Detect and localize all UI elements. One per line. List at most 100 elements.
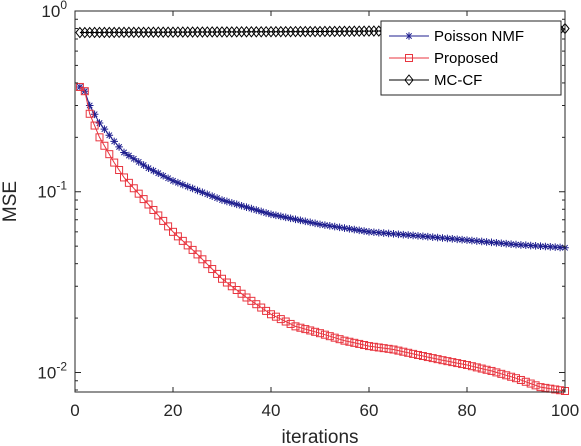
data-point bbox=[521, 377, 530, 386]
data-point bbox=[173, 232, 182, 241]
data-point bbox=[335, 223, 344, 232]
data-point bbox=[355, 339, 364, 348]
data-point bbox=[414, 232, 422, 240]
data-point bbox=[375, 228, 383, 237]
data-point bbox=[492, 368, 501, 377]
data-point bbox=[267, 310, 275, 319]
data-point bbox=[296, 216, 305, 225]
data-point bbox=[223, 197, 231, 206]
data-point bbox=[365, 342, 373, 351]
data-point bbox=[370, 228, 378, 237]
data-point bbox=[124, 178, 133, 187]
data-point bbox=[115, 166, 124, 175]
data-point bbox=[139, 195, 148, 204]
data-point bbox=[458, 235, 466, 244]
data-point bbox=[110, 137, 118, 146]
data-point bbox=[463, 361, 471, 370]
data-point bbox=[120, 148, 128, 157]
data-point bbox=[125, 151, 133, 160]
data-point bbox=[203, 260, 212, 269]
data-point bbox=[257, 207, 265, 216]
data-point bbox=[252, 206, 261, 214]
data-point bbox=[183, 241, 192, 250]
data-point bbox=[90, 121, 99, 130]
x-axis-label: iterations bbox=[281, 427, 358, 446]
data-point bbox=[477, 364, 486, 373]
data-point bbox=[477, 237, 486, 246]
legend-marker bbox=[404, 74, 414, 86]
legend-label: Poisson NMF bbox=[434, 28, 524, 45]
data-point bbox=[228, 199, 236, 207]
data-point bbox=[428, 354, 437, 363]
data-point bbox=[169, 227, 177, 236]
legend-label: Proposed bbox=[434, 50, 498, 67]
data-point bbox=[115, 143, 123, 151]
data-point bbox=[541, 383, 550, 392]
data-point bbox=[414, 350, 422, 359]
data-point bbox=[448, 235, 457, 243]
data-point bbox=[164, 222, 173, 231]
data-point bbox=[340, 224, 349, 232]
data-point bbox=[203, 190, 212, 199]
data-point bbox=[458, 360, 467, 369]
series-layer bbox=[75, 22, 570, 395]
data-point bbox=[433, 355, 442, 364]
data-point bbox=[85, 101, 94, 110]
data-point bbox=[169, 176, 177, 185]
data-point bbox=[507, 372, 516, 381]
data-point bbox=[424, 232, 432, 241]
data-point bbox=[316, 220, 324, 229]
data-point bbox=[296, 323, 305, 332]
axes-box bbox=[74, 10, 566, 393]
data-point bbox=[159, 171, 167, 180]
data-point bbox=[291, 322, 300, 331]
data-point bbox=[174, 178, 182, 187]
data-point bbox=[389, 230, 398, 238]
data-point bbox=[472, 363, 481, 372]
data-point bbox=[404, 231, 412, 239]
data-point bbox=[85, 109, 94, 118]
data-point bbox=[208, 192, 216, 200]
series-proposed bbox=[75, 82, 569, 395]
x-tick-label: 20 bbox=[164, 401, 183, 420]
data-point bbox=[320, 330, 329, 339]
data-point bbox=[531, 242, 540, 250]
data-point bbox=[130, 154, 138, 163]
legend-item: Poisson NMF bbox=[389, 28, 524, 45]
x-tick-label: 60 bbox=[360, 401, 379, 420]
data-point bbox=[218, 196, 226, 204]
data-point bbox=[399, 347, 408, 356]
data-point bbox=[522, 241, 530, 250]
data-point bbox=[110, 158, 119, 167]
data-point bbox=[277, 212, 285, 221]
data-point bbox=[389, 345, 398, 354]
data-point bbox=[164, 174, 172, 183]
data-point bbox=[379, 344, 388, 353]
data-point bbox=[193, 250, 202, 259]
y-tick-label: 100 bbox=[41, 0, 67, 21]
data-point bbox=[394, 230, 403, 239]
data-point bbox=[551, 243, 559, 251]
data-point bbox=[95, 133, 104, 142]
y-axis-label: MSE bbox=[0, 181, 21, 222]
y-tick-exponent: -1 bbox=[56, 179, 67, 193]
data-point bbox=[536, 383, 545, 392]
data-point bbox=[379, 229, 388, 237]
data-point bbox=[159, 216, 168, 225]
data-point bbox=[453, 359, 462, 368]
data-point bbox=[345, 225, 354, 233]
data-point bbox=[105, 131, 114, 140]
data-point bbox=[291, 215, 300, 224]
data-point bbox=[134, 189, 143, 198]
data-point bbox=[453, 235, 461, 244]
data-point bbox=[531, 381, 540, 390]
data-point bbox=[144, 164, 153, 172]
data-point bbox=[247, 204, 256, 213]
data-point bbox=[316, 329, 324, 338]
data-point bbox=[198, 255, 207, 264]
data-point bbox=[350, 338, 359, 347]
data-point bbox=[326, 222, 334, 230]
data-point bbox=[404, 348, 413, 357]
data-point bbox=[443, 357, 452, 366]
